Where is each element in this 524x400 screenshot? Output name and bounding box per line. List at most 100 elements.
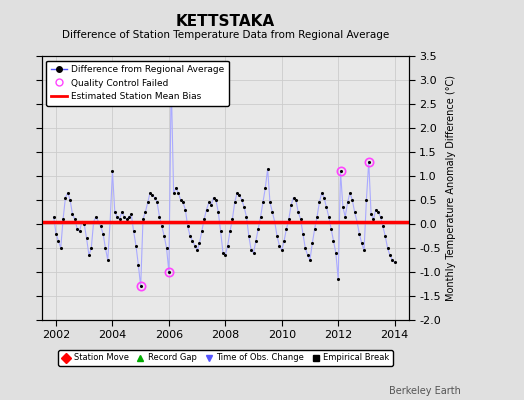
Point [231, 199, 239, 206]
Point [57, 245, 65, 251]
Point [242, 214, 250, 220]
Point [292, 197, 300, 203]
Point [186, 233, 194, 239]
Point [59, 216, 67, 222]
Point [129, 228, 138, 234]
Point [334, 276, 342, 282]
Point [158, 223, 166, 230]
Point [245, 233, 253, 239]
Point [348, 197, 356, 203]
Text: Berkeley Earth: Berkeley Earth [389, 386, 461, 396]
Legend: Station Move, Record Gap, Time of Obs. Change, Empirical Break: Station Move, Record Gap, Time of Obs. C… [58, 350, 392, 366]
Point [379, 223, 387, 230]
Point [155, 214, 163, 220]
Point [120, 214, 128, 220]
Point [362, 197, 370, 203]
Point [183, 223, 192, 230]
Point [249, 250, 258, 256]
Point [71, 216, 79, 222]
Point [240, 204, 248, 210]
Point [99, 230, 107, 237]
Point [177, 197, 185, 203]
Point [101, 245, 110, 251]
Point [54, 238, 62, 244]
Point [61, 194, 70, 201]
Point [369, 216, 378, 222]
Point [90, 218, 98, 225]
Point [200, 216, 209, 222]
Point [68, 211, 77, 218]
Point [336, 168, 345, 174]
Point [285, 216, 293, 222]
Point [266, 199, 274, 206]
Point [315, 199, 323, 206]
Point [280, 238, 288, 244]
Point [289, 194, 298, 201]
Point [134, 262, 143, 268]
Point [254, 226, 263, 232]
Point [275, 242, 283, 249]
Point [313, 214, 321, 220]
Y-axis label: Monthly Temperature Anomaly Difference (°C): Monthly Temperature Anomaly Difference (… [446, 75, 456, 301]
Point [165, 269, 173, 275]
Point [108, 168, 117, 174]
Point [324, 214, 333, 220]
Point [106, 218, 114, 225]
Point [113, 214, 122, 220]
Point [287, 202, 296, 208]
Point [118, 209, 126, 215]
Point [332, 250, 340, 256]
Point [233, 190, 241, 196]
Point [191, 242, 199, 249]
Point [306, 257, 314, 263]
Point [174, 190, 182, 196]
Point [139, 216, 147, 222]
Point [92, 214, 100, 220]
Point [384, 245, 392, 251]
Point [376, 214, 385, 220]
Point [360, 247, 368, 254]
Point [169, 190, 178, 196]
Point [136, 283, 145, 290]
Point [73, 226, 81, 232]
Point [273, 233, 281, 239]
Point [390, 259, 399, 266]
Point [357, 240, 366, 246]
Point [212, 197, 220, 203]
Point [198, 228, 206, 234]
Point [355, 230, 364, 237]
Point [252, 238, 260, 244]
Point [104, 257, 112, 263]
Point [294, 209, 302, 215]
Point [372, 206, 380, 213]
Point [87, 245, 95, 251]
Point [82, 235, 91, 242]
Point [162, 245, 171, 251]
Point [374, 209, 383, 215]
Point [367, 211, 375, 218]
Point [141, 209, 149, 215]
Point [228, 216, 236, 222]
Point [339, 204, 347, 210]
Point [188, 238, 196, 244]
Point [181, 206, 190, 213]
Point [237, 197, 246, 203]
Point [75, 228, 84, 234]
Point [78, 218, 86, 225]
Point [195, 240, 204, 246]
Point [63, 190, 72, 196]
Point [268, 209, 277, 215]
Point [207, 202, 215, 208]
Point [146, 190, 154, 196]
Point [223, 242, 232, 249]
Point [193, 247, 201, 254]
Point [66, 197, 74, 203]
Point [270, 218, 279, 225]
Point [160, 233, 168, 239]
Point [214, 209, 223, 215]
Point [111, 209, 119, 215]
Point [297, 216, 305, 222]
Point [153, 199, 161, 206]
Point [144, 199, 152, 206]
Point [96, 223, 105, 230]
